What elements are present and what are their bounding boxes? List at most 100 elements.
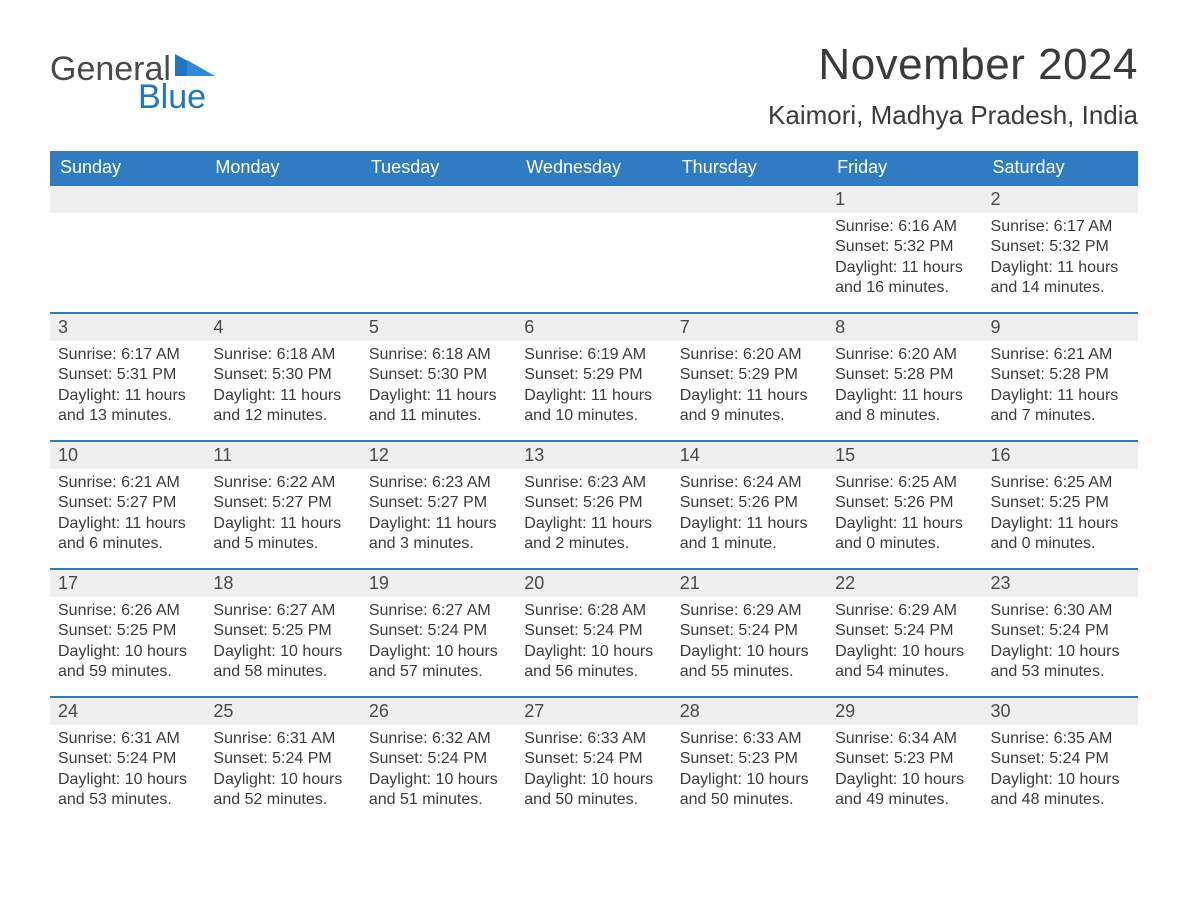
sunset-text: Sunset: 5:25 PM — [58, 621, 197, 641]
sunrise-text: Sunrise: 6:17 AM — [58, 345, 197, 365]
calendar-day-cell: 20Sunrise: 6:28 AMSunset: 5:24 PMDayligh… — [516, 568, 671, 696]
day-details: Sunrise: 6:16 AMSunset: 5:32 PMDaylight:… — [827, 213, 982, 309]
daylight-text: Daylight: 10 hours and 59 minutes. — [58, 642, 197, 683]
sunset-text: Sunset: 5:24 PM — [369, 621, 508, 641]
calendar-day-cell — [205, 184, 360, 312]
sunset-text: Sunset: 5:24 PM — [524, 749, 663, 769]
sunrise-text: Sunrise: 6:32 AM — [369, 729, 508, 749]
day-details: Sunrise: 6:17 AMSunset: 5:32 PMDaylight:… — [983, 213, 1138, 309]
calendar-day-cell: 15Sunrise: 6:25 AMSunset: 5:26 PMDayligh… — [827, 440, 982, 568]
calendar-week-row: 17Sunrise: 6:26 AMSunset: 5:25 PMDayligh… — [50, 568, 1138, 696]
day-number: 6 — [516, 312, 671, 341]
sunset-text: Sunset: 5:24 PM — [369, 749, 508, 769]
daylight-text: Daylight: 11 hours and 11 minutes. — [369, 386, 508, 427]
day-number: 26 — [361, 696, 516, 725]
daylight-text: Daylight: 10 hours and 53 minutes. — [991, 642, 1130, 683]
sunset-text: Sunset: 5:32 PM — [991, 237, 1130, 257]
calendar-day-cell — [516, 184, 671, 312]
sunrise-text: Sunrise: 6:20 AM — [680, 345, 819, 365]
calendar-table: Sunday Monday Tuesday Wednesday Thursday… — [50, 151, 1138, 824]
daylight-text: Daylight: 11 hours and 6 minutes. — [58, 514, 197, 555]
calendar-day-cell: 8Sunrise: 6:20 AMSunset: 5:28 PMDaylight… — [827, 312, 982, 440]
sunrise-text: Sunrise: 6:33 AM — [524, 729, 663, 749]
daylight-text: Daylight: 11 hours and 12 minutes. — [213, 386, 352, 427]
day-details: Sunrise: 6:17 AMSunset: 5:31 PMDaylight:… — [50, 341, 205, 437]
sunrise-text: Sunrise: 6:17 AM — [991, 217, 1130, 237]
weekday-header-row: Sunday Monday Tuesday Wednesday Thursday… — [50, 151, 1138, 184]
sunrise-text: Sunrise: 6:30 AM — [991, 601, 1130, 621]
calendar-week-row: 3Sunrise: 6:17 AMSunset: 5:31 PMDaylight… — [50, 312, 1138, 440]
sunset-text: Sunset: 5:29 PM — [524, 365, 663, 385]
calendar-day-cell: 21Sunrise: 6:29 AMSunset: 5:24 PMDayligh… — [672, 568, 827, 696]
day-number: 24 — [50, 696, 205, 725]
daylight-text: Daylight: 10 hours and 49 minutes. — [835, 770, 974, 811]
sunset-text: Sunset: 5:27 PM — [213, 493, 352, 513]
sunrise-text: Sunrise: 6:20 AM — [835, 345, 974, 365]
day-details: Sunrise: 6:33 AMSunset: 5:24 PMDaylight:… — [516, 725, 671, 821]
day-details: Sunrise: 6:25 AMSunset: 5:26 PMDaylight:… — [827, 469, 982, 565]
daylight-text: Daylight: 10 hours and 56 minutes. — [524, 642, 663, 683]
daylight-text: Daylight: 11 hours and 2 minutes. — [524, 514, 663, 555]
day-details: Sunrise: 6:30 AMSunset: 5:24 PMDaylight:… — [983, 597, 1138, 693]
day-details: Sunrise: 6:27 AMSunset: 5:25 PMDaylight:… — [205, 597, 360, 693]
day-details: Sunrise: 6:31 AMSunset: 5:24 PMDaylight:… — [205, 725, 360, 821]
day-number: 23 — [983, 568, 1138, 597]
day-details: Sunrise: 6:18 AMSunset: 5:30 PMDaylight:… — [361, 341, 516, 437]
day-number: 12 — [361, 440, 516, 469]
day-number: 9 — [983, 312, 1138, 341]
calendar-day-cell: 22Sunrise: 6:29 AMSunset: 5:24 PMDayligh… — [827, 568, 982, 696]
day-details: Sunrise: 6:20 AMSunset: 5:29 PMDaylight:… — [672, 341, 827, 437]
sunrise-text: Sunrise: 6:26 AM — [58, 601, 197, 621]
sunset-text: Sunset: 5:23 PM — [680, 749, 819, 769]
daylight-text: Daylight: 10 hours and 50 minutes. — [524, 770, 663, 811]
day-details: Sunrise: 6:19 AMSunset: 5:29 PMDaylight:… — [516, 341, 671, 437]
calendar-day-cell: 7Sunrise: 6:20 AMSunset: 5:29 PMDaylight… — [672, 312, 827, 440]
sunrise-text: Sunrise: 6:24 AM — [680, 473, 819, 493]
day-number: 30 — [983, 696, 1138, 725]
sunset-text: Sunset: 5:25 PM — [213, 621, 352, 641]
calendar-week-row: 1Sunrise: 6:16 AMSunset: 5:32 PMDaylight… — [50, 184, 1138, 312]
calendar-day-cell: 19Sunrise: 6:27 AMSunset: 5:24 PMDayligh… — [361, 568, 516, 696]
sunrise-text: Sunrise: 6:27 AM — [369, 601, 508, 621]
day-details: Sunrise: 6:35 AMSunset: 5:24 PMDaylight:… — [983, 725, 1138, 821]
day-details: Sunrise: 6:34 AMSunset: 5:23 PMDaylight:… — [827, 725, 982, 821]
calendar-day-cell: 24Sunrise: 6:31 AMSunset: 5:24 PMDayligh… — [50, 696, 205, 824]
sunset-text: Sunset: 5:29 PM — [680, 365, 819, 385]
sunset-text: Sunset: 5:26 PM — [680, 493, 819, 513]
sunrise-text: Sunrise: 6:22 AM — [213, 473, 352, 493]
sunrise-text: Sunrise: 6:29 AM — [835, 601, 974, 621]
calendar-day-cell: 3Sunrise: 6:17 AMSunset: 5:31 PMDaylight… — [50, 312, 205, 440]
day-number: 25 — [205, 696, 360, 725]
daylight-text: Daylight: 10 hours and 51 minutes. — [369, 770, 508, 811]
calendar-day-cell: 17Sunrise: 6:26 AMSunset: 5:25 PMDayligh… — [50, 568, 205, 696]
day-number: 13 — [516, 440, 671, 469]
calendar-day-cell: 30Sunrise: 6:35 AMSunset: 5:24 PMDayligh… — [983, 696, 1138, 824]
day-details: Sunrise: 6:23 AMSunset: 5:26 PMDaylight:… — [516, 469, 671, 565]
sunset-text: Sunset: 5:24 PM — [835, 621, 974, 641]
weekday-header: Wednesday — [516, 151, 671, 184]
calendar-day-cell: 12Sunrise: 6:23 AMSunset: 5:27 PMDayligh… — [361, 440, 516, 568]
day-details: Sunrise: 6:29 AMSunset: 5:24 PMDaylight:… — [672, 597, 827, 693]
calendar-day-cell: 16Sunrise: 6:25 AMSunset: 5:25 PMDayligh… — [983, 440, 1138, 568]
calendar-day-cell: 13Sunrise: 6:23 AMSunset: 5:26 PMDayligh… — [516, 440, 671, 568]
day-number: 22 — [827, 568, 982, 597]
calendar-day-cell: 5Sunrise: 6:18 AMSunset: 5:30 PMDaylight… — [361, 312, 516, 440]
sunrise-text: Sunrise: 6:28 AM — [524, 601, 663, 621]
day-number: 2 — [983, 184, 1138, 213]
sunset-text: Sunset: 5:25 PM — [991, 493, 1130, 513]
day-number: 14 — [672, 440, 827, 469]
day-number: 16 — [983, 440, 1138, 469]
day-details: Sunrise: 6:23 AMSunset: 5:27 PMDaylight:… — [361, 469, 516, 565]
calendar-day-cell — [50, 184, 205, 312]
sunrise-text: Sunrise: 6:18 AM — [213, 345, 352, 365]
day-details: Sunrise: 6:32 AMSunset: 5:24 PMDaylight:… — [361, 725, 516, 821]
daylight-text: Daylight: 11 hours and 9 minutes. — [680, 386, 819, 427]
day-details: Sunrise: 6:26 AMSunset: 5:25 PMDaylight:… — [50, 597, 205, 693]
calendar-day-cell: 11Sunrise: 6:22 AMSunset: 5:27 PMDayligh… — [205, 440, 360, 568]
daylight-text: Daylight: 11 hours and 13 minutes. — [58, 386, 197, 427]
calendar-day-cell: 27Sunrise: 6:33 AMSunset: 5:24 PMDayligh… — [516, 696, 671, 824]
weekday-header: Tuesday — [361, 151, 516, 184]
calendar-day-cell: 6Sunrise: 6:19 AMSunset: 5:29 PMDaylight… — [516, 312, 671, 440]
sunrise-text: Sunrise: 6:25 AM — [835, 473, 974, 493]
day-number: 8 — [827, 312, 982, 341]
